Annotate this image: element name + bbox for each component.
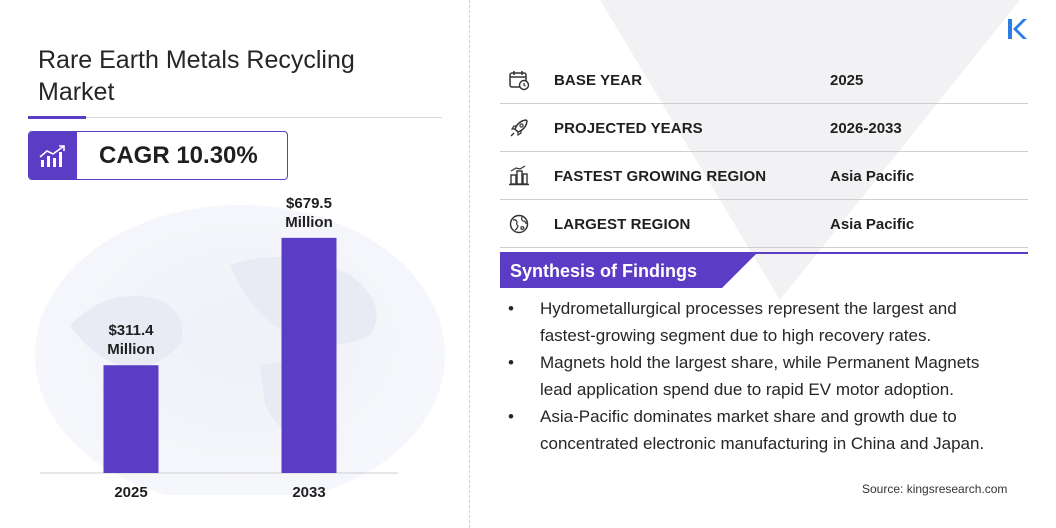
title-underline-accent — [28, 116, 86, 119]
title-underline — [28, 117, 442, 118]
synthesis-heading-banner — [500, 254, 756, 288]
city-growth-icon — [509, 165, 529, 186]
info-value: Asia Pacific — [830, 216, 915, 233]
data-label-2033: $679.5 Million — [285, 195, 333, 231]
info-value: Asia Pacific — [830, 168, 915, 185]
cagr-badge: CAGR 10.30% — [28, 131, 288, 180]
info-value: 2025 — [830, 72, 864, 89]
market-bar-chart: $311.4 Million 2025 $679.5 Million 2033 — [40, 195, 398, 501]
bullet: • — [508, 299, 514, 318]
list-item: • Hydrometallurgical processes represent… — [506, 295, 1016, 349]
info-label: LARGEST REGION — [554, 216, 691, 233]
list-item: • Asia-Pacific dominates market share an… — [506, 403, 1016, 457]
info-row-fastest-region: FASTEST GROWING REGION Asia Pacific — [500, 152, 1028, 200]
finding-text: Hydrometallurgical processes represent t… — [540, 299, 957, 345]
source-note: Source: kingsresearch.com — [862, 482, 1008, 496]
bar-2025 — [103, 365, 159, 473]
info-label: BASE YEAR — [554, 72, 643, 89]
findings-list: • Hydrometallurgical processes represent… — [506, 295, 1016, 457]
info-label: PROJECTED YEARS — [554, 120, 703, 137]
finding-text: Asia-Pacific dominates market share and … — [540, 407, 985, 453]
finding-text: Magnets hold the largest share, while Pe… — [540, 353, 980, 399]
info-row-largest-region: LARGEST REGION Asia Pacific — [500, 200, 1028, 248]
info-row-projected-years: PROJECTED YEARS 2026-2033 — [500, 104, 1028, 152]
calendar-icon — [509, 71, 530, 91]
list-item: • Magnets hold the largest share, while … — [506, 349, 1016, 403]
synthesis-heading: Synthesis of Findings — [510, 261, 698, 281]
bullet: • — [508, 353, 514, 372]
info-value: 2026-2033 — [830, 120, 902, 137]
page-title: Rare Earth Metals Recycling Market — [38, 46, 355, 106]
x-tick-label-2025: 2025 — [114, 484, 147, 501]
cagr-value: CAGR 10.30% — [99, 142, 258, 169]
background-triangle-decoration — [600, 0, 1020, 300]
globe-icon — [509, 214, 529, 234]
data-label-2025: $311.4 Million — [107, 322, 155, 358]
rocket-icon — [510, 119, 528, 137]
bar-2033 — [281, 237, 337, 473]
info-label: FASTEST GROWING REGION — [554, 168, 767, 185]
vertical-divider — [469, 0, 470, 528]
key-metrics-table: BASE YEAR 2025 PROJECTED YEARS 2026-2033… — [500, 56, 1028, 248]
synthesis-rule — [500, 252, 1028, 254]
kings-research-logo — [1008, 19, 1027, 39]
bullet: • — [508, 407, 514, 426]
growth-chart-icon — [39, 144, 65, 167]
x-tick-label-2033: 2033 — [292, 484, 325, 501]
info-row-base-year: BASE YEAR 2025 — [500, 56, 1028, 104]
